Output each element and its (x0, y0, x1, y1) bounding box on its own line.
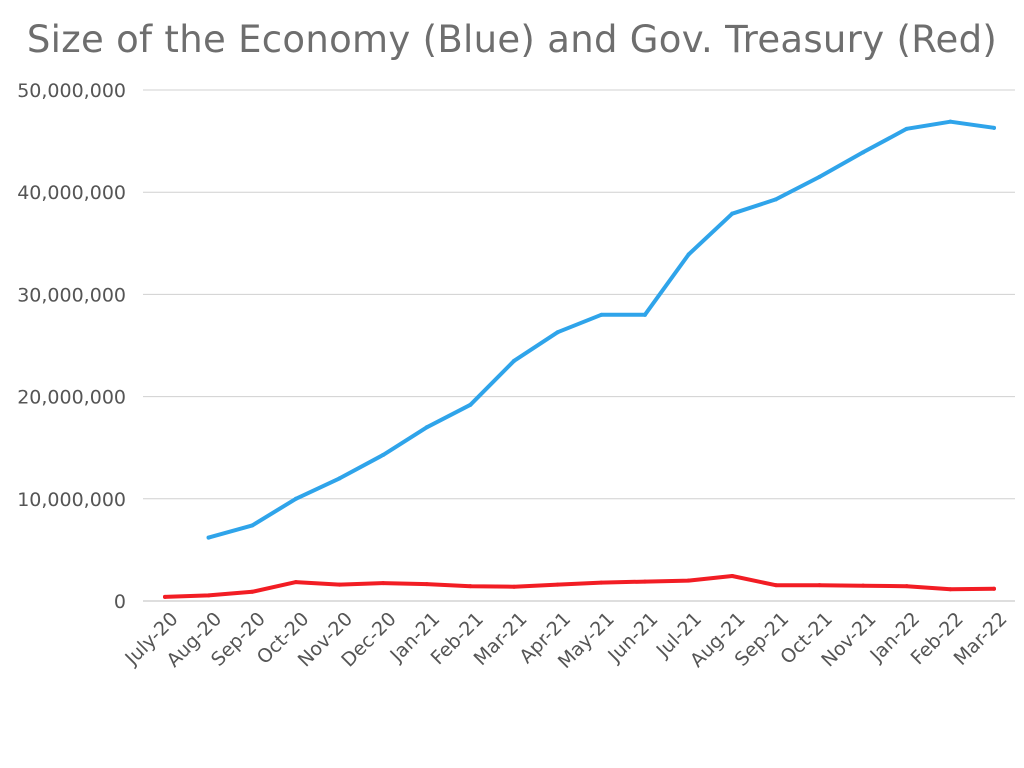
data-point (642, 312, 647, 317)
data-point (948, 119, 953, 124)
data-point (817, 174, 822, 179)
data-point (730, 211, 735, 216)
y-tick-label: 40,000,000 (17, 182, 126, 204)
data-point (337, 582, 342, 587)
data-point (904, 584, 909, 589)
data-point (337, 476, 342, 481)
data-point (206, 535, 211, 540)
data-point (293, 496, 298, 501)
data-point (206, 593, 211, 598)
data-point (642, 579, 647, 584)
data-point (424, 425, 429, 430)
data-point (293, 580, 298, 585)
data-point (381, 581, 386, 586)
series-line (206, 119, 996, 540)
data-point (817, 583, 822, 588)
data-point (861, 150, 866, 155)
data-point (163, 594, 167, 599)
y-tick-label: 0 (114, 591, 126, 613)
data-point (948, 587, 953, 592)
series-line (163, 574, 996, 599)
data-point (468, 402, 473, 407)
data-point (773, 197, 778, 202)
y-tick-label: 50,000,000 (17, 80, 126, 102)
data-point (599, 312, 604, 317)
y-tick-label: 10,000,000 (17, 489, 126, 511)
y-tick-label: 20,000,000 (17, 387, 126, 409)
data-point (861, 583, 866, 588)
x-axis-tick-labels: July-20Aug-20Sep-20Oct-20Nov-20Dec-20Jan… (120, 608, 1011, 673)
data-point (250, 523, 255, 528)
grid-lines (143, 89, 1015, 602)
data-point (686, 252, 691, 257)
data-point (730, 573, 735, 578)
data-point (686, 578, 691, 583)
data-point (773, 583, 778, 588)
data-point (555, 330, 560, 335)
y-tick-label: 30,000,000 (17, 284, 126, 306)
data-point (424, 582, 429, 587)
data-point (992, 125, 996, 130)
series-0 (206, 119, 996, 540)
data-point (381, 452, 386, 457)
data-point (599, 580, 604, 585)
data-point (468, 584, 473, 589)
series-1 (163, 573, 996, 599)
y-axis-tick-labels: 0 10,000,000 20,000,000 30,000,000 40,000,00… (17, 80, 126, 613)
data-point (512, 584, 517, 589)
data-point (555, 582, 560, 587)
data-point (250, 589, 255, 594)
data-point (904, 126, 909, 131)
data-point (512, 358, 517, 363)
data-point (992, 586, 996, 591)
series-lines (163, 119, 996, 599)
chart-title: Size of the Economy (Blue) and Gov. Trea… (26, 18, 998, 61)
